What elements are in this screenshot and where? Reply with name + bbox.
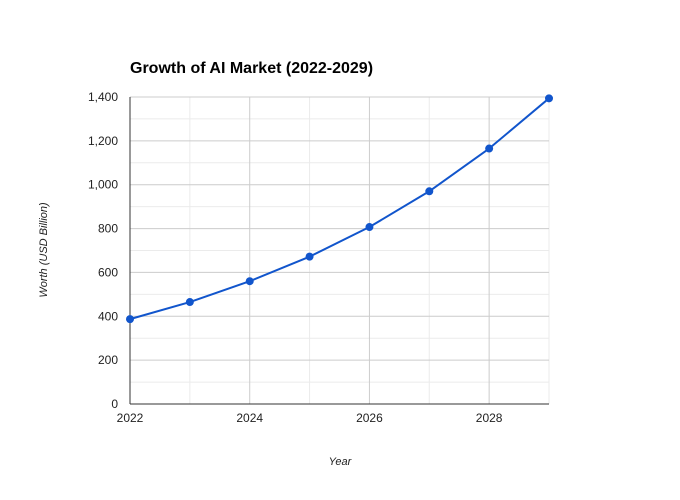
y-tick-label: 1,000	[88, 178, 118, 192]
y-axis-ticks: 0 200 400 600 800 1,000 1,200 1,400	[88, 90, 118, 411]
x-tick-label: 2024	[236, 411, 263, 425]
chart-title: Growth of AI Market (2022-2029)	[130, 60, 373, 77]
data-point[interactable]	[365, 223, 374, 232]
y-tick-label: 1,200	[88, 134, 118, 148]
x-axis-label: Year	[329, 456, 353, 468]
data-point[interactable]	[425, 187, 434, 196]
y-tick-label: 800	[98, 222, 118, 236]
data-point[interactable]	[305, 252, 314, 261]
series-line	[129, 97, 550, 321]
x-tick-label: 2028	[476, 411, 503, 425]
y-tick-label: 600	[98, 265, 118, 279]
data-point[interactable]	[245, 277, 254, 286]
data-point[interactable]	[185, 298, 194, 307]
y-axis-label: Worth (USD Billion)	[38, 202, 50, 298]
data-point[interactable]	[485, 144, 494, 153]
y-tick-label: 1,400	[88, 90, 118, 104]
data-point[interactable]	[545, 94, 553, 103]
y-tick-label: 400	[98, 309, 118, 323]
x-axis-ticks: 2022 2024 2026 2028	[117, 411, 503, 425]
series	[126, 94, 553, 324]
axes	[129, 97, 549, 405]
gridlines	[130, 96, 550, 404]
y-tick-label: 0	[111, 397, 118, 411]
data-point[interactable]	[126, 315, 134, 324]
y-tick-label: 200	[98, 353, 118, 367]
x-tick-label: 2022	[117, 411, 144, 425]
x-tick-label: 2026	[356, 411, 383, 425]
